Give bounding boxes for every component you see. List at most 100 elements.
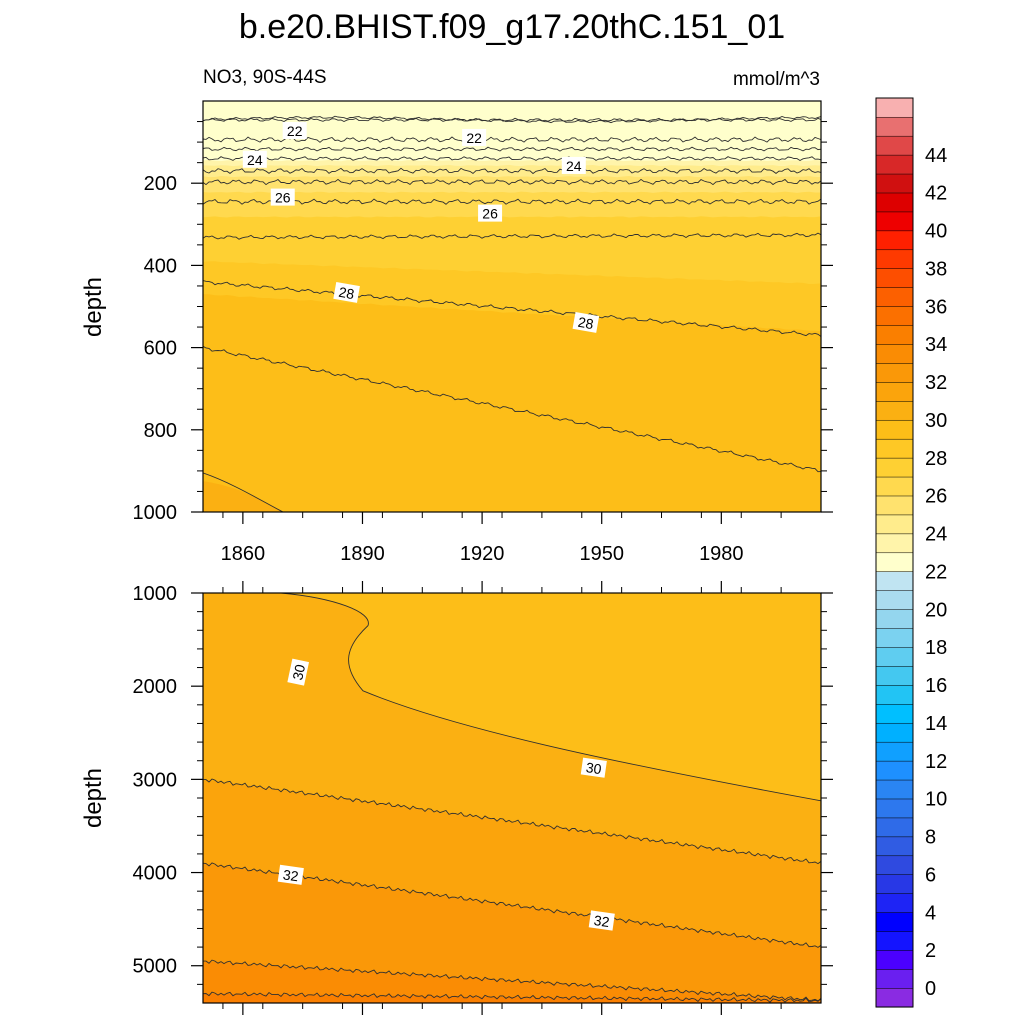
colorbar-swatch bbox=[875, 381, 914, 402]
colorbar-swatch bbox=[875, 154, 914, 175]
y-tick-label: 1000 bbox=[133, 502, 178, 524]
colorbar-swatch bbox=[875, 476, 914, 497]
colorbar-label: 10 bbox=[925, 789, 947, 811]
contour-label-bg bbox=[580, 757, 607, 778]
colorbar-swatch bbox=[875, 874, 914, 894]
contour-label-bg bbox=[561, 156, 586, 174]
colorbar-swatch bbox=[875, 836, 914, 857]
colorbar-swatch bbox=[875, 211, 914, 232]
colorbar-swatch bbox=[875, 665, 914, 686]
colorbar-swatch bbox=[875, 306, 914, 326]
y-tick-label: 2000 bbox=[133, 676, 178, 698]
contour-label-bg bbox=[242, 150, 267, 168]
colorbar-label: 20 bbox=[925, 599, 947, 621]
contour-label-bg bbox=[277, 864, 304, 885]
contour-line-22.5 bbox=[203, 146, 821, 152]
contour-line-23 bbox=[203, 156, 821, 162]
contour-label: 26 bbox=[478, 204, 503, 222]
colorbar: 0246810121416182022242628303234363840424… bbox=[875, 97, 947, 1008]
colorbar-label: 18 bbox=[925, 637, 947, 659]
colorbar-label: 26 bbox=[925, 486, 947, 508]
contour-label-bg bbox=[287, 658, 310, 686]
contour-line-30b bbox=[203, 778, 821, 865]
x-tick-label: 1950 bbox=[579, 543, 624, 565]
x-tick-label: 1980 bbox=[699, 543, 744, 565]
variable-label: NO3, 90S-44S bbox=[203, 67, 327, 88]
contour-label-text: 22 bbox=[466, 130, 482, 146]
colorbar-swatch bbox=[875, 230, 914, 251]
contour-line-33 bbox=[203, 991, 821, 1003]
contour-label-bg bbox=[572, 311, 600, 333]
contour-label: 32 bbox=[277, 864, 304, 885]
contour-label-bg bbox=[282, 122, 307, 140]
contour-line-28 bbox=[203, 345, 821, 473]
contour-label: 24 bbox=[242, 150, 267, 168]
contour-label-text: 30 bbox=[289, 663, 308, 682]
contour-label-bg bbox=[462, 128, 487, 146]
colorbar-label: 2 bbox=[925, 940, 936, 962]
colorbar-swatch bbox=[875, 192, 914, 213]
colorbar-swatch bbox=[875, 400, 914, 421]
contour-label-text: 24 bbox=[247, 152, 263, 168]
colorbar-swatch bbox=[875, 419, 914, 440]
contour-label: 28 bbox=[333, 281, 360, 303]
y-tick-label: 600 bbox=[144, 338, 177, 360]
contour-label: 32 bbox=[588, 910, 615, 931]
y-axis-label-upper: depth bbox=[80, 277, 107, 337]
contour-label-bg bbox=[588, 910, 615, 931]
colorbar-label: 30 bbox=[925, 410, 947, 432]
colorbar-label: 38 bbox=[925, 258, 947, 280]
colorbar-swatch bbox=[875, 968, 914, 989]
colorbar-swatch bbox=[875, 457, 914, 478]
x-tick-label: 1890 bbox=[340, 543, 385, 565]
colorbar-swatch bbox=[875, 893, 914, 913]
colorbar-label: 28 bbox=[925, 448, 947, 470]
colorbar-label: 24 bbox=[925, 524, 947, 546]
contour-line-27 bbox=[203, 280, 821, 337]
colorbar-swatch bbox=[875, 760, 914, 781]
contour-label-text: 32 bbox=[282, 866, 300, 884]
x-tick-label: 1860 bbox=[221, 543, 266, 565]
colorbar-label: 14 bbox=[925, 713, 947, 735]
colorbar-swatch bbox=[875, 855, 914, 875]
colorbar-swatch bbox=[875, 987, 914, 1008]
y-axis-label-lower: depth bbox=[80, 768, 107, 828]
colorbar-label: 0 bbox=[925, 978, 936, 1000]
colorbar-swatch bbox=[875, 571, 914, 591]
colorbar-swatch bbox=[875, 343, 914, 364]
contour-label-text: 24 bbox=[566, 158, 582, 174]
colorbar-swatch bbox=[875, 514, 914, 535]
colorbar-label: 36 bbox=[925, 296, 947, 318]
colorbar-label: 34 bbox=[925, 334, 947, 356]
field-band-22 bbox=[203, 101, 821, 162]
contour-label-bg bbox=[270, 188, 295, 206]
contour-label: 22 bbox=[462, 128, 487, 146]
y-tick-label: 5000 bbox=[133, 956, 178, 978]
colorbar-swatch bbox=[875, 798, 914, 819]
x-tick-label: 1920 bbox=[460, 543, 505, 565]
contour-label: 30 bbox=[580, 757, 607, 778]
contour-label-text: 28 bbox=[577, 314, 595, 332]
contour-line-21.5 bbox=[203, 117, 821, 123]
contour-label: 26 bbox=[270, 188, 295, 206]
contour-line-24 bbox=[203, 178, 821, 186]
colorbar-swatch bbox=[875, 97, 914, 118]
colorbar-swatch bbox=[875, 931, 914, 951]
contour-label: 30 bbox=[287, 658, 310, 686]
y-tick-label: 400 bbox=[144, 255, 177, 277]
contour-label: 22 bbox=[282, 122, 307, 140]
contour-label-text: 26 bbox=[275, 190, 291, 206]
colorbar-swatch bbox=[875, 779, 914, 800]
contour-label-text: 28 bbox=[337, 284, 355, 302]
colorbar-label: 6 bbox=[925, 864, 936, 886]
colorbar-swatch bbox=[875, 722, 914, 743]
contour-line-22 bbox=[203, 136, 821, 143]
colorbar-swatch bbox=[875, 325, 914, 345]
colorbar-swatch bbox=[875, 249, 914, 269]
contour-label: 24 bbox=[561, 156, 586, 174]
colorbar-swatch bbox=[875, 609, 914, 629]
contour-label-bg bbox=[333, 281, 360, 303]
contour-line-26 bbox=[203, 232, 821, 240]
colorbar-swatch bbox=[875, 362, 914, 383]
